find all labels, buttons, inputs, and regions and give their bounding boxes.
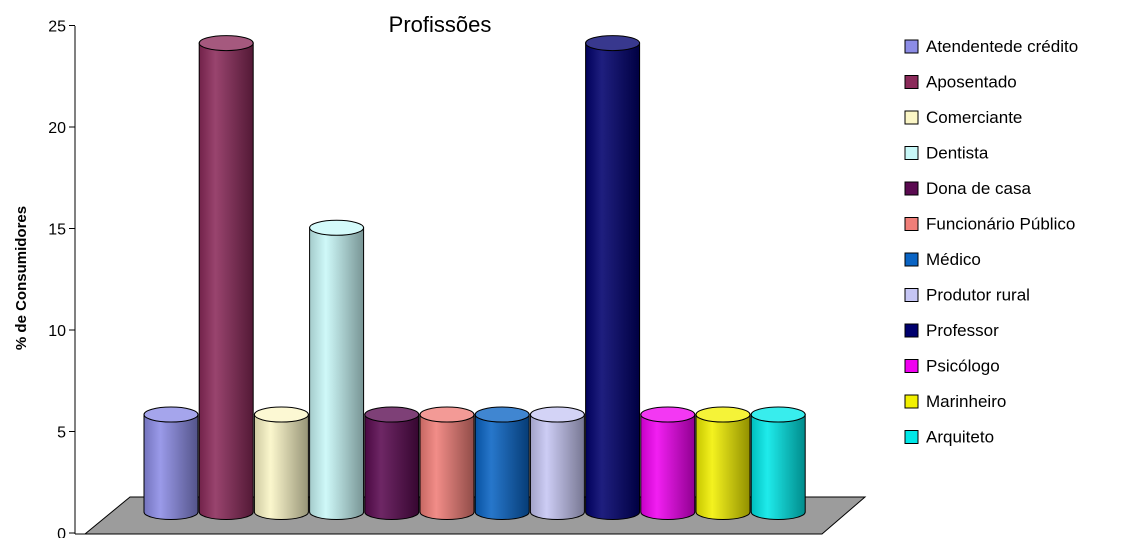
bar-top	[640, 406, 696, 423]
y-tick-label: 0	[57, 526, 66, 538]
bar-5	[419, 406, 475, 520]
legend-item: Funcionário Público	[904, 215, 1075, 234]
bar-6	[474, 406, 530, 520]
bar-top	[419, 406, 475, 423]
legend-label: Funcionário Público	[926, 215, 1075, 234]
legend-swatch	[904, 75, 919, 89]
legend-item: Dona de casa	[904, 179, 1031, 198]
bar-body	[364, 414, 420, 520]
legend-label: Marinheiro	[926, 392, 1006, 411]
legend: Atendentede crédito Aposentado Comerciante…	[904, 37, 1078, 447]
bar-top	[529, 406, 585, 423]
legend-swatch	[904, 39, 919, 54]
bar-top	[695, 406, 751, 423]
legend-swatch	[904, 394, 919, 409]
y-axis: 0 5 10 15 20 25 % de Consumidores	[13, 19, 76, 538]
bar-body	[474, 414, 530, 520]
bar-body	[309, 227, 365, 520]
legend-item: Psicólogo	[904, 357, 1000, 376]
legend-swatch	[904, 110, 919, 125]
legend-item: Comerciante	[904, 108, 1022, 127]
bar-body	[198, 42, 254, 520]
bar-1	[198, 35, 254, 520]
bar-body	[419, 414, 475, 520]
legend-swatch	[904, 252, 919, 267]
bar-4	[364, 406, 420, 520]
legend-swatch	[904, 359, 919, 373]
legend-swatch	[904, 323, 919, 338]
legend-swatch	[904, 217, 919, 231]
legend-label: Atendentede crédito	[926, 37, 1078, 56]
legend-label: Arquiteto	[926, 428, 994, 447]
legend-label: Aposentado	[926, 73, 1017, 92]
legend-swatch	[904, 430, 919, 444]
bar-8	[585, 35, 641, 520]
legend-label: Produtor rural	[926, 286, 1030, 305]
legend-item: Dentista	[904, 144, 989, 163]
bar-body	[585, 42, 641, 520]
y-tick-label: 10	[48, 323, 66, 340]
bar-body	[695, 414, 751, 520]
legend-swatch	[904, 181, 919, 196]
bar-body	[143, 414, 199, 520]
legend-label: Comerciante	[926, 108, 1022, 127]
legend-item: Aposentado	[904, 73, 1017, 92]
bar-7	[529, 406, 585, 520]
bar-top	[750, 406, 806, 423]
bar-body	[750, 414, 806, 520]
legend-item: Marinheiro	[904, 392, 1006, 411]
y-tick-label: 5	[57, 425, 66, 442]
bar-top	[198, 35, 254, 52]
bar-top	[364, 406, 420, 423]
bar-body	[640, 414, 696, 520]
legend-item: Atendentede crédito	[904, 37, 1078, 56]
legend-label: Psicólogo	[926, 357, 1000, 376]
bar-9	[640, 406, 696, 520]
legend-label: Professor	[926, 321, 999, 340]
chart-title: Profissões	[389, 12, 492, 37]
legend-swatch	[904, 288, 919, 302]
bar-top	[253, 406, 309, 423]
legend-item: Médico	[904, 250, 981, 269]
legend-label: Dona de casa	[926, 179, 1031, 198]
bar-top	[474, 406, 530, 423]
y-tick-label: 15	[48, 222, 66, 239]
legend-item: Arquiteto	[904, 428, 994, 447]
legend-item: Produtor rural	[904, 286, 1030, 305]
y-ticks: 0 5 10 15 20 25	[48, 19, 75, 538]
legend-label: Dentista	[926, 144, 989, 163]
bar-2	[253, 406, 309, 520]
y-axis-label: % de Consumidores	[13, 206, 30, 350]
bar-body	[529, 414, 585, 520]
bar-top	[143, 406, 199, 423]
bars	[143, 35, 806, 520]
bar-11	[750, 406, 806, 520]
y-tick-label: 20	[48, 120, 66, 137]
legend-swatch	[904, 146, 919, 160]
legend-item: Professor	[904, 321, 999, 340]
bar-10	[695, 406, 751, 520]
bar-3	[309, 219, 365, 520]
bar-body	[253, 414, 309, 520]
bar-top	[585, 35, 641, 52]
bar-0	[143, 406, 199, 520]
legend-label: Médico	[926, 250, 981, 269]
y-tick-label: 25	[48, 19, 66, 36]
bar-top	[309, 219, 365, 236]
